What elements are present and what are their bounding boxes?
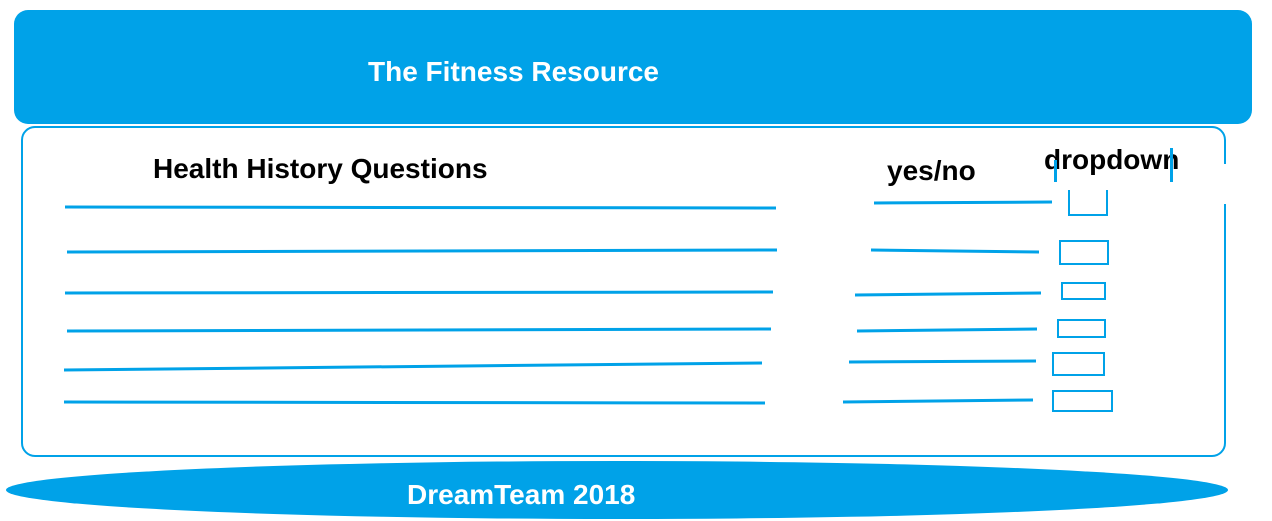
question-line-4[interactable]	[66, 327, 772, 333]
footer-banner	[6, 461, 1228, 519]
questions-column-heading: Health History Questions	[153, 153, 488, 184]
question-line-2[interactable]	[66, 248, 778, 254]
dropdown-heading-divider-right	[1170, 148, 1173, 182]
dropdown-box-4[interactable]	[1057, 319, 1106, 338]
dropdown-box-1[interactable]	[1068, 190, 1108, 216]
dropdown-box-6[interactable]	[1052, 390, 1113, 412]
dropdown-heading-divider-left	[1054, 160, 1057, 182]
question-line-1[interactable]	[64, 205, 777, 210]
answer-line-2[interactable]	[870, 248, 1040, 254]
dropdown-box-2[interactable]	[1059, 240, 1109, 265]
answer-line-5[interactable]	[848, 359, 1037, 364]
footer-text: DreamTeam 2018	[407, 479, 636, 510]
question-line-6[interactable]	[63, 400, 766, 405]
app-title: The Fitness Resource	[368, 56, 659, 87]
frame-gap	[1218, 164, 1228, 204]
dropdown-box-3[interactable]	[1061, 282, 1106, 300]
yesno-column-heading: yes/no	[887, 155, 976, 186]
question-line-3[interactable]	[64, 290, 774, 295]
answer-line-3[interactable]	[854, 291, 1042, 297]
question-line-5[interactable]	[63, 361, 763, 372]
answer-line-4[interactable]	[856, 327, 1038, 333]
answer-line-1[interactable]	[873, 200, 1053, 205]
answer-line-6[interactable]	[842, 398, 1034, 404]
dropdown-column-heading: dropdown	[1044, 144, 1180, 175]
header-banner	[14, 10, 1252, 124]
dropdown-box-5[interactable]	[1052, 352, 1105, 376]
